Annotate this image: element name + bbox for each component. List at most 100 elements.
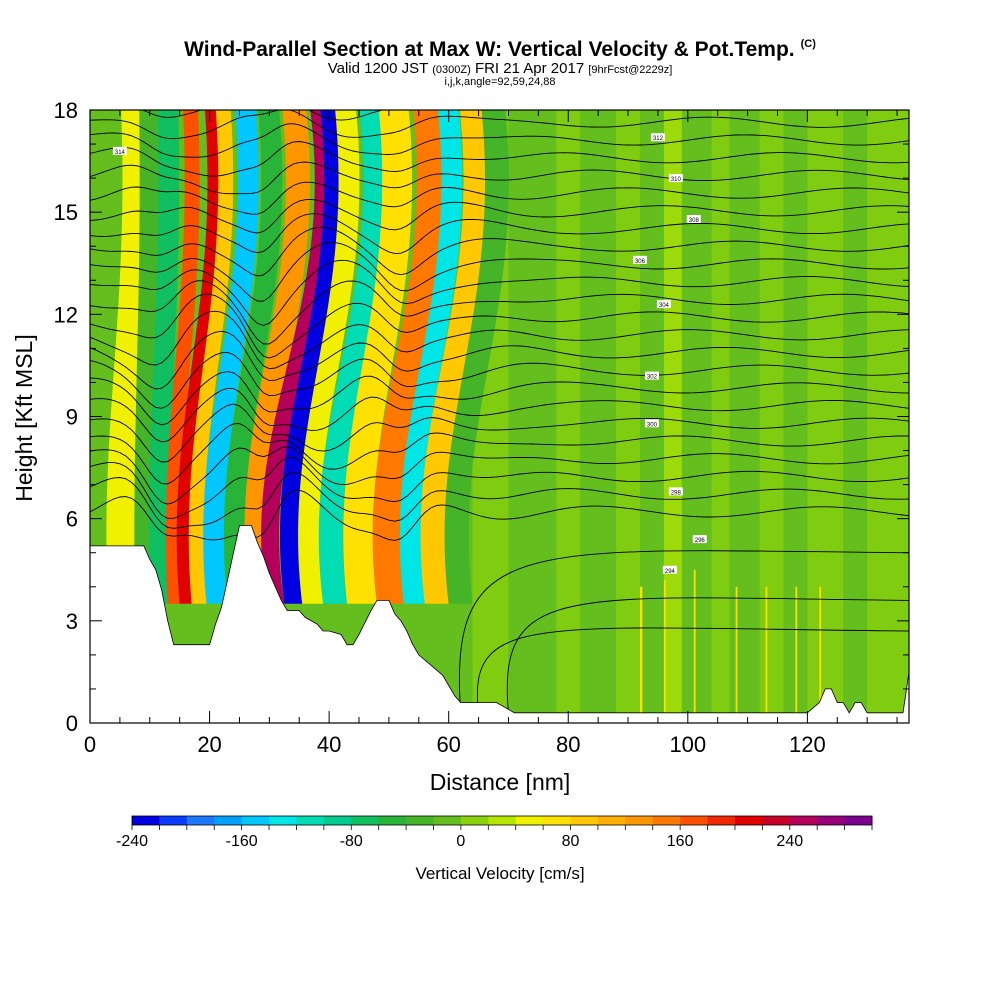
theta-contour-label-text: 304 <box>659 303 670 309</box>
theta-contour-label-text: 306 <box>635 259 646 265</box>
x-axis-label: Distance [nm] <box>430 769 571 795</box>
colorbar-swatch <box>460 816 489 825</box>
field-strip <box>711 110 730 723</box>
theta-contour <box>90 123 909 158</box>
x-axis: 0 20 40 60 80 100 120 <box>84 110 898 757</box>
valid-time-line: Valid 1200 JST (0300Z) FRI 21 Apr 2017 [… <box>0 60 1000 77</box>
chart-title-text: Wind-Parallel Section at Max W: Vertical… <box>184 38 795 61</box>
field-strip <box>681 110 712 723</box>
colorbar-swatch <box>132 816 160 825</box>
field-streak <box>639 586 643 723</box>
theta-contour-label: 296 <box>692 535 707 544</box>
field-strip <box>508 110 557 723</box>
velocity-band <box>298 110 360 604</box>
theta-contour-label-text: 310 <box>671 177 682 183</box>
colorbar-swatch <box>378 816 407 825</box>
y-tick-label: 18 <box>54 98 78 123</box>
colorbar: -240 -160 -80 0 80 160 240 <box>116 815 873 850</box>
field-strip <box>663 110 682 723</box>
x-tick-label: 0 <box>84 732 96 757</box>
colorbar-swatch <box>351 816 380 825</box>
velocity-band <box>223 110 283 604</box>
velocity-band <box>399 110 463 604</box>
valid-utc: (0300Z) <box>432 64 471 76</box>
colorbar-swatch <box>817 816 846 825</box>
theta-contour <box>90 471 909 529</box>
colorbar-tick-label: -240 <box>116 833 148 850</box>
colorbar-swatch <box>515 816 544 825</box>
theta-contour-label-text: 302 <box>647 375 658 381</box>
theta-contour-label: 308 <box>686 214 701 224</box>
colorbar-swatch <box>570 816 599 825</box>
velocity-band <box>279 110 343 604</box>
field-strip <box>580 110 617 723</box>
theta-contour <box>90 141 909 177</box>
colorbar-swatch <box>241 816 270 825</box>
x-tick-label: 60 <box>436 732 460 757</box>
colorbar-swatch <box>625 816 654 825</box>
theta-contour <box>477 627 909 713</box>
field-strip <box>639 110 664 723</box>
colorbar-tick-label: 160 <box>667 833 694 850</box>
y-tick-label: 3 <box>66 609 78 634</box>
colorbar-label: Vertical Velocity [cm/s] <box>415 864 585 883</box>
velocity-band <box>244 110 310 604</box>
y-tick-label: 9 <box>66 405 78 430</box>
field-streak <box>765 586 768 723</box>
colorbar-swatch <box>762 816 791 825</box>
theta-contour <box>459 550 909 713</box>
theta-contour <box>90 446 909 505</box>
theta-contour-label: 298 <box>668 487 683 496</box>
colorbar-swatch <box>789 816 818 825</box>
theta-contour-label: 294 <box>662 565 677 575</box>
colorbar-swatch <box>186 816 215 825</box>
colorbar-swatch <box>214 816 243 825</box>
velocity-band <box>372 110 444 604</box>
theta-contour <box>90 181 909 215</box>
theta-contour <box>90 259 909 326</box>
colorbar-swatch <box>488 816 517 825</box>
x-tick-label: 120 <box>789 732 826 757</box>
theta-contour-label: 312 <box>650 133 665 142</box>
theta-contour-label: 314 <box>112 146 127 156</box>
theta-contour-label: 304 <box>656 300 671 309</box>
grid-info: i,j,k,angle=92,59,24,88 <box>444 76 556 88</box>
y-axis-label: Height [Kft MSL] <box>11 334 37 501</box>
field-streak <box>819 586 822 723</box>
colorbar-swatch <box>734 816 763 825</box>
field-strip <box>759 110 784 723</box>
colorbar-swatch <box>269 816 297 825</box>
field-strip <box>729 110 760 723</box>
theta-contour <box>90 403 909 463</box>
theta-contour <box>90 371 909 426</box>
colorbar-frame <box>131 815 873 826</box>
theta-contour <box>90 226 909 277</box>
velocity-band <box>261 110 333 604</box>
theta-contour <box>90 387 909 443</box>
velocity-band <box>420 110 488 604</box>
colorbar-swatch <box>323 816 352 825</box>
colorbar-swatch <box>543 816 572 825</box>
velocity-band <box>444 110 509 604</box>
colorbar-swatch <box>159 816 188 825</box>
theta-contour <box>90 293 909 359</box>
colorbar-swatch <box>597 816 626 825</box>
theta-contour-label: 302 <box>644 371 659 381</box>
theta-contour <box>90 456 909 519</box>
theta-contour <box>90 198 909 234</box>
potential-temperature-contours: 314 312 310 308 306 304 302 300 298 296 294 <box>90 110 909 713</box>
theta-contour <box>90 310 909 370</box>
x-tick-label: 20 <box>197 732 221 757</box>
colorbar-swatch <box>406 816 434 825</box>
theta-contour-label: 300 <box>644 419 659 428</box>
y-tick-label: 6 <box>66 507 78 532</box>
y-tick-label: 0 <box>66 711 78 736</box>
theta-contour-label-text: 308 <box>689 218 700 224</box>
colorbar-swatch <box>296 816 325 825</box>
theta-contour <box>90 423 909 485</box>
colorbar-swatch <box>844 816 873 825</box>
theta-contour <box>90 161 909 195</box>
theta-contour <box>90 110 909 140</box>
field-streak <box>735 586 738 723</box>
colorbar-tick-label: 240 <box>776 833 803 850</box>
